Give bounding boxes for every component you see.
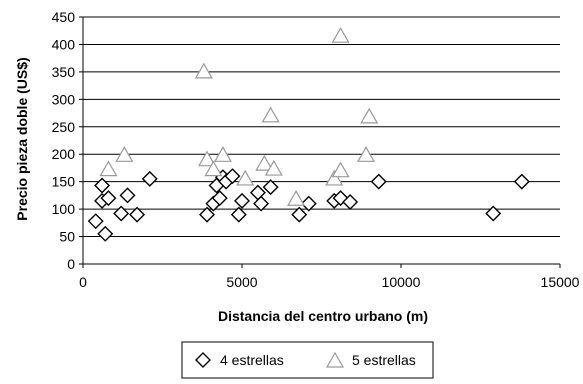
x-tick-labels: 0 5000 10000 15000 [79, 274, 580, 290]
data-point-diamond [100, 190, 117, 207]
data-point-diamond [129, 206, 146, 223]
data-point-triangle [255, 154, 274, 171]
data-point-triangle [236, 169, 255, 186]
y-tick-label: 450 [52, 9, 76, 25]
legend-marker-triangle [325, 351, 345, 368]
data-point-triangle [213, 146, 232, 162]
y-tick-label: 250 [52, 119, 76, 135]
legend-label: 4 estrellas [220, 352, 284, 368]
data-point-diamond [224, 168, 241, 185]
legend-label: 5 estrellas [352, 352, 416, 368]
data-point-triangle [360, 107, 379, 124]
axes [79, 16, 561, 268]
y-tick-label: 100 [52, 201, 76, 217]
x-tick-label: 15000 [541, 274, 580, 290]
data-point-triangle [331, 27, 350, 43]
data-point-diamond [291, 206, 308, 223]
data-point-triangle [204, 160, 223, 177]
data-point-diamond [119, 187, 136, 204]
legend-box [181, 341, 434, 379]
data-point-triangle [325, 169, 344, 186]
data-point-diamond [113, 205, 130, 222]
data-point-diamond [262, 179, 279, 196]
y-tick-label: 150 [52, 174, 76, 190]
data-point-diamond [141, 170, 158, 187]
data-point-triangle [197, 150, 217, 167]
data-points [87, 27, 530, 242]
data-point-diamond [94, 177, 111, 194]
data-point-diamond [485, 205, 502, 222]
data-point-diamond [234, 192, 250, 209]
data-point-diamond [211, 190, 228, 207]
x-tick-label: 0 [79, 274, 87, 290]
legend: 4 estrellas 5 estrellas [181, 341, 434, 379]
data-point-triangle [331, 161, 350, 178]
legend-marker-diamond [195, 352, 211, 368]
y-axis-title: Precio pieza doble (US$) [14, 57, 30, 220]
data-point-diamond [342, 193, 359, 210]
y-tick-labels: 0 50 100 150 200 250 300 350 400 450 [52, 9, 76, 272]
x-tick-label: 5000 [226, 274, 257, 290]
y-tick-label: 200 [52, 146, 76, 162]
data-point-diamond [199, 206, 216, 223]
data-point-triangle [194, 62, 213, 79]
data-point-triangle [287, 190, 306, 206]
data-point-diamond [230, 206, 247, 223]
y-tick-label: 0 [67, 256, 75, 272]
data-point-triangle [356, 146, 376, 162]
data-point-triangle [99, 160, 118, 177]
data-point-diamond [370, 173, 387, 190]
y-tick-label: 350 [52, 64, 76, 80]
x-axis-title: Distancia del centro urbano (m) [218, 308, 428, 324]
series-5-estrellas [99, 27, 379, 206]
data-point-triangle [264, 159, 283, 176]
data-point-diamond [97, 225, 114, 242]
data-point-diamond [300, 195, 317, 212]
gridlines [83, 16, 560, 238]
data-point-diamond [253, 195, 270, 212]
data-point-triangle [115, 146, 134, 162]
y-tick-label: 300 [52, 91, 76, 107]
x-tick-label: 10000 [382, 274, 421, 290]
data-point-diamond [87, 213, 104, 230]
data-point-diamond [513, 173, 530, 190]
data-point-triangle [261, 106, 280, 123]
y-tick-label: 50 [59, 229, 75, 245]
series-4-estrellas [87, 168, 530, 242]
y-tick-label: 400 [52, 36, 76, 52]
